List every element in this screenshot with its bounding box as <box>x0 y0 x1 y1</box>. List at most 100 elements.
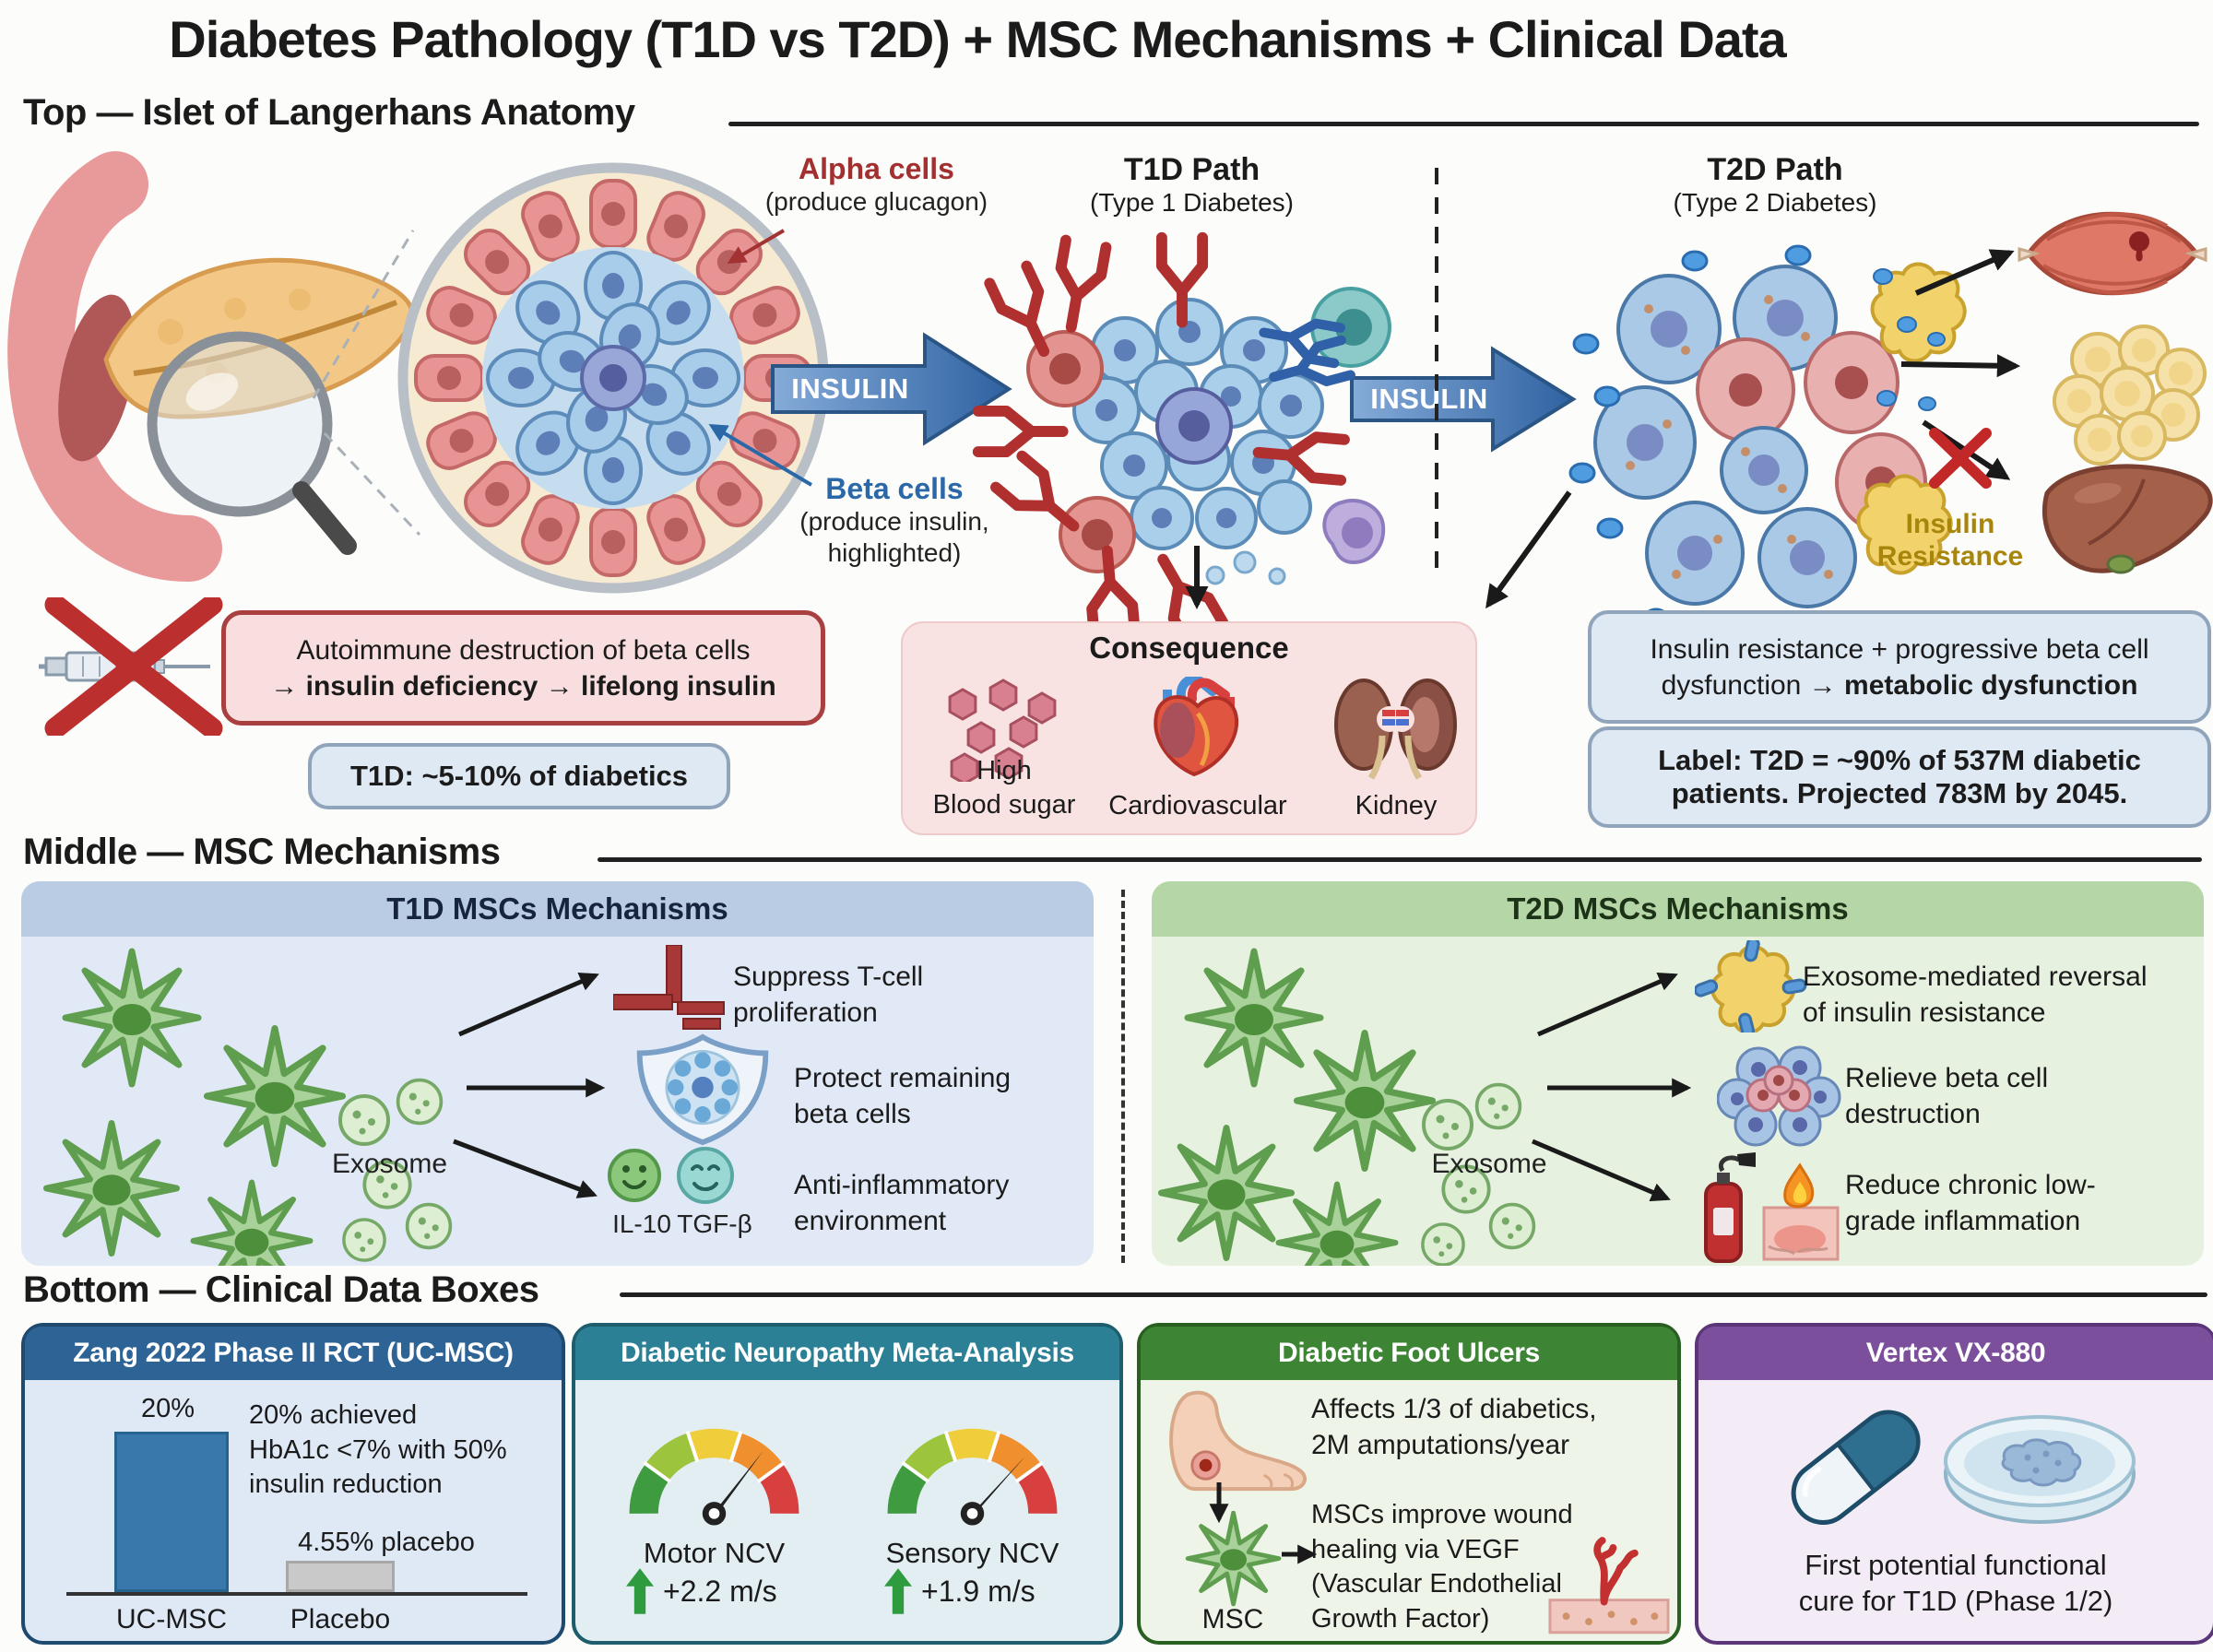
vertex-clinical-box: Vertex VX-880 First potential functional… <box>1695 1323 2213 1645</box>
shield-islet-icon <box>636 1033 769 1146</box>
ucmsc-bar <box>114 1432 229 1592</box>
t2d-mech-1-text: Exosome-mediated reversal of insulin res… <box>1803 962 2148 1028</box>
cytokine-smileys-icon <box>608 1147 734 1204</box>
heart-icon <box>1154 677 1239 777</box>
top-section-heading: Top — Islet of Langerhans Anatomy <box>23 92 635 133</box>
t1d-mech-2-text: Protect remaining beta cells <box>794 1063 1012 1129</box>
alpha-cells-title: Alpha cells <box>799 152 954 185</box>
sensory-ncv-value: +1.9 m/s <box>921 1574 1035 1608</box>
msc-cells-icon <box>21 937 453 1266</box>
insulin-arrow-2: INSULIN <box>1350 339 1577 459</box>
kidney-icon <box>1334 678 1457 780</box>
vertex-note-text: First potential functional cure for T1D … <box>1798 1549 2113 1617</box>
il10-smiley-icon <box>608 1149 661 1202</box>
t1d-msc-panel: T1D MSCs Mechanisms Exosome Suppress T-c… <box>21 881 1094 1266</box>
t1d-exosome-label: Exosome <box>331 1149 448 1179</box>
up-arrow-icon <box>884 1568 912 1614</box>
sensory-ncv-value-row: +1.9 m/s <box>884 1566 1035 1616</box>
magnifier-icon <box>147 331 333 517</box>
middle-heading-rule <box>598 857 2202 862</box>
tgfb-smiley-icon <box>677 1147 734 1204</box>
alpha-cells-label: Alpha cells (produce glucagon) <box>727 152 1026 218</box>
autoimmune-line2: → insulin deficiency → lifelong insulin <box>270 670 776 702</box>
vertex-box-title: Vertex VX-880 <box>1698 1327 2213 1380</box>
liver-icon <box>2041 464 2213 574</box>
sensory-gauge-icon <box>887 1428 1058 1526</box>
t1d-mech-1-text: Suppress T-cell proliferation <box>733 962 924 1028</box>
t2d-msc-panel: T2D MSCs Mechanisms Exosome Exosome-medi… <box>1152 881 2204 1266</box>
t2d-note1-line1: Insulin resistance + progressive beta ce… <box>1650 633 2149 665</box>
foot-mech-text: MSCs improve wound healing via VEGF (Vas… <box>1311 1500 1573 1634</box>
t1d-msc-panel-title: T1D MSCs Mechanisms <box>21 881 1094 937</box>
zang-box-title: Zang 2022 Phase II RCT (UC-MSC) <box>25 1327 562 1380</box>
placebo-bar-value: 4.55% placebo <box>298 1528 475 1557</box>
blood-sugar-label: High Blood sugar <box>932 756 1076 820</box>
consequence-box: Consequence High Blood sugar Cardiovascu… <box>901 621 1477 835</box>
t2d-path-label: T2D Path (Type 2 Diabetes) <box>1637 152 1913 218</box>
insulin-arrow-1: INSULIN <box>771 324 1012 454</box>
t2d-mech-2-text: Relieve beta cell destruction <box>1845 1063 2049 1129</box>
ucmsc-category-label: UC-MSC <box>116 1604 227 1634</box>
neuropathy-clinical-box: Diabetic Neuropathy Meta-Analysis <box>572 1323 1123 1645</box>
ucmsc-bar-value: 20% <box>140 1394 195 1423</box>
sensory-ncv-label: Sensory NCV <box>885 1537 1059 1569</box>
t2d-note1-line2: dysfunction → metabolic dysfunction <box>1661 669 2138 701</box>
bottom-heading-rule <box>620 1292 2207 1297</box>
placebo-category-label: Placebo <box>290 1604 391 1634</box>
beta-cells-title: Beta cells <box>825 472 964 505</box>
cardiovascular-label: Cardiovascular <box>1108 791 1287 820</box>
t2d-path-sub: (Type 2 Diabetes) <box>1673 188 1877 218</box>
middle-panels-divider <box>1121 890 1125 1263</box>
capsule-icon <box>1791 1410 1921 1525</box>
insulin-resistance-label: Insulin Resistance <box>1876 509 2024 572</box>
foot-ulcer-clinical-box: Diabetic Foot Ulcers MSC Affects 1/3 of … <box>1137 1323 1681 1645</box>
alpha-cells-sub: (produce glucagon) <box>764 187 988 216</box>
motor-ncv-value-row: +2.2 m/s <box>626 1566 777 1616</box>
consequence-title: Consequence <box>1089 631 1289 665</box>
t1d-islet-attack-icon <box>968 230 1391 627</box>
up-arrow-icon <box>626 1568 654 1614</box>
motor-ncv-label: Motor NCV <box>643 1537 786 1569</box>
foot-ulcer-icon <box>1169 1390 1307 1492</box>
islet-cluster-icon <box>1717 1045 1841 1147</box>
foot-stat-text: Affects 1/3 of diabetics, 2M amputations… <box>1311 1394 1597 1460</box>
t-bar-inhibition-icon <box>613 945 725 1030</box>
motor-ncv-value: +2.2 m/s <box>663 1574 777 1608</box>
red-x-icon <box>44 597 223 736</box>
placebo-bar <box>286 1561 395 1592</box>
t2d-exosome-label: Exosome <box>1431 1149 1547 1179</box>
zang-clinical-box: Zang 2022 Phase II RCT (UC-MSC) 20% 20% … <box>21 1323 565 1645</box>
islet-icon <box>397 162 829 594</box>
insulin-arrow-1-label: INSULIN <box>791 372 909 405</box>
fire-extinguisher-icon <box>1704 1152 1840 1263</box>
il10-label: IL-10 <box>612 1210 671 1238</box>
petri-dish-icon <box>1944 1415 2136 1524</box>
top-heading-rule <box>728 122 2199 126</box>
t2d-islet-icon <box>1568 244 1967 635</box>
t2d-note1-box: Insulin resistance + progressive beta ce… <box>1588 610 2211 724</box>
t2d-mech-3-text: Reduce chronic low- grade inflammation <box>1845 1170 2096 1236</box>
blood-vessel-icon <box>1548 1537 1670 1634</box>
pancreas-icon <box>7 151 415 582</box>
tgfb-label: TGF-β <box>677 1210 752 1238</box>
msc-cells-icon <box>1152 937 1536 1266</box>
msc-cell-icon <box>1164 1511 1307 1608</box>
adipose-icon <box>2053 324 2207 466</box>
t1d-stat-text: T1D: ~5-10% of diabetics <box>349 760 689 792</box>
beta-cells-sub: (produce insulin, highlighted) <box>799 507 989 568</box>
foot-box-title: Diabetic Foot Ulcers <box>1141 1327 1677 1380</box>
neuropathy-box-title: Diabetic Neuropathy Meta-Analysis <box>575 1327 1119 1380</box>
autoimmune-line1: Autoimmune destruction of beta cells <box>296 634 751 666</box>
chart-baseline <box>66 1592 527 1596</box>
t1d-mech-3-text: Anti-inflammatory environment <box>794 1170 1010 1236</box>
t1d-path-title: T1D Path <box>1123 152 1260 187</box>
muscle-icon <box>2018 211 2207 296</box>
adipocyte-receptor-icon <box>1695 940 1807 1032</box>
bottom-section-heading: Bottom — Clinical Data Boxes <box>23 1269 539 1310</box>
motor-gauge-icon <box>629 1428 799 1526</box>
autoimmune-note-box: Autoimmune destruction of beta cells → i… <box>221 610 825 726</box>
t2d-note2-text: Label: T2D = ~90% of 537M diabetic patie… <box>1658 744 2141 809</box>
msc-label: MSC <box>1201 1604 1264 1634</box>
syringe-icon <box>39 597 223 736</box>
